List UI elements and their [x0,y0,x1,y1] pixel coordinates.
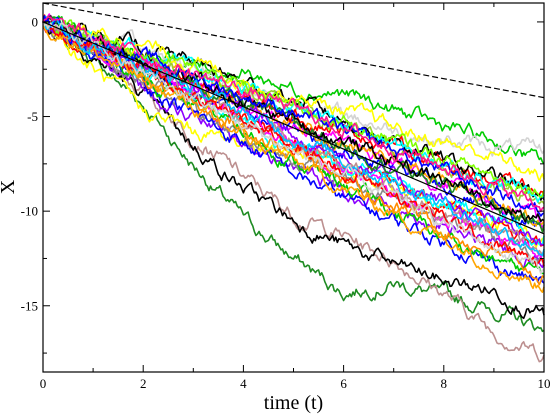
y-axis-label: X [0,179,19,194]
x-tick-label: 2 [140,376,147,391]
x-tick-label: 4 [240,376,247,391]
x-tick-label: 10 [538,376,551,391]
trajectory-line [42,21,545,293]
x-tick-label: 6 [340,376,347,391]
trajectory-line [42,19,545,333]
tick-layer: 0 2 4 6 8 10 0 -5 -10 -15 [21,3,551,391]
trajectory-line [42,20,545,270]
trajectory-line [42,17,545,246]
dashed-reference-line [42,2,545,99]
trajectory-line [42,15,545,213]
trajectory-line [42,21,545,275]
mean-reference-line [42,21,545,235]
y-tick-label: -5 [27,109,38,124]
y-tick-label: -15 [21,298,38,313]
trajectory-line [42,20,545,275]
y-tick-label: 0 [32,14,39,29]
trajectory-line [42,18,545,363]
x-tick-label: 8 [441,376,448,391]
trajectory-layer [42,13,545,363]
trajectory-line [42,15,545,203]
trajectory-line [42,18,545,257]
x-axis-label: time (t) [264,392,323,414]
y-tick-label: -10 [21,204,38,219]
x-tick-label: 0 [40,376,47,391]
reference-line-layer [42,2,545,235]
